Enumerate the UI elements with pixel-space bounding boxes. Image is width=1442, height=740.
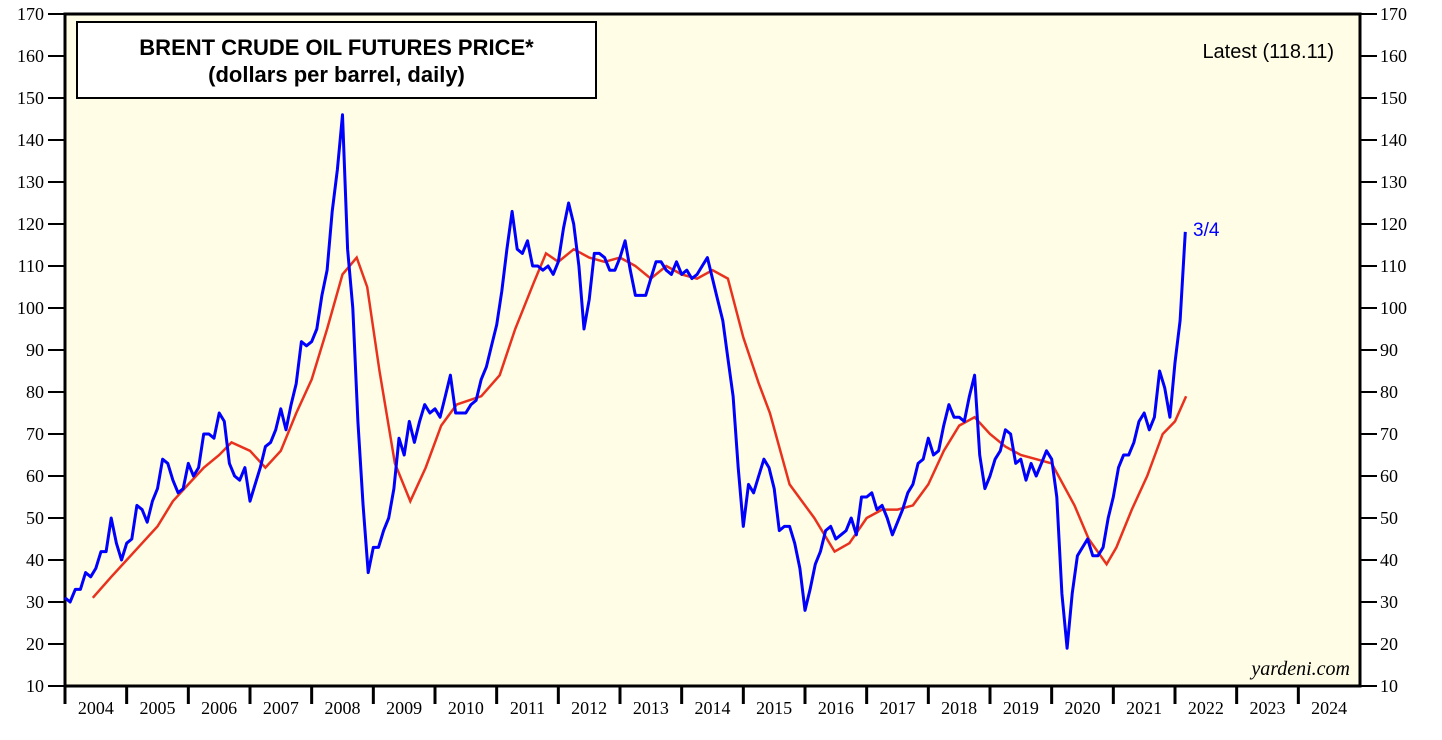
x-tick-label: 2018 [941, 698, 977, 718]
y-tick-label-left: 120 [17, 214, 44, 234]
y-tick-label-left: 170 [17, 4, 44, 24]
x-tick-label: 2012 [571, 698, 607, 718]
x-tick-label: 2004 [78, 698, 114, 718]
y-tick-label-right: 40 [1380, 550, 1398, 570]
x-tick-label: 2016 [818, 698, 854, 718]
y-tick-label-right: 160 [1380, 46, 1407, 66]
y-tick-label-left: 140 [17, 130, 44, 150]
x-tick-label: 2014 [695, 698, 731, 718]
y-tick-label-right: 90 [1380, 340, 1398, 360]
y-tick-label-left: 100 [17, 298, 44, 318]
y-tick-label-left: 150 [17, 88, 44, 108]
x-tick-label: 2017 [880, 698, 916, 718]
x-tick-label: 2006 [201, 698, 237, 718]
x-tick-label: 2021 [1126, 698, 1162, 718]
y-tick-label-left: 60 [26, 466, 44, 486]
x-tick-label: 2023 [1250, 698, 1286, 718]
y-tick-label-left: 70 [26, 424, 44, 444]
y-tick-label-right: 50 [1380, 508, 1398, 528]
y-tick-label-left: 50 [26, 508, 44, 528]
moving-average-line [91, 247, 1188, 599]
y-tick-label-right: 10 [1380, 676, 1398, 696]
y-tick-label-left: 10 [26, 676, 44, 696]
source-label: yardeni.com [1251, 658, 1350, 680]
x-tick-label: 2007 [263, 698, 299, 718]
y-tick-label-right: 100 [1380, 298, 1407, 318]
chart-subtitle: (dollars per barrel, daily) [208, 62, 465, 87]
y-tick-label-right: 120 [1380, 214, 1407, 234]
y-tick-label-right: 110 [1380, 256, 1406, 276]
price-line [64, 113, 1187, 650]
y-tick-label-left: 130 [17, 172, 44, 192]
x-tick-label: 2010 [448, 698, 484, 718]
chart-title-box: BRENT CRUDE OIL FUTURES PRICE* (dollars … [76, 21, 597, 99]
x-tick-label: 2009 [386, 698, 422, 718]
y-tick-label-right: 80 [1380, 382, 1398, 402]
y-tick-label-left: 110 [18, 256, 44, 276]
x-tick-label: 2020 [1065, 698, 1101, 718]
latest-value-label: Latest (118.11) [1202, 41, 1334, 63]
x-tick-label: 2015 [756, 698, 792, 718]
y-tick-label-right: 70 [1380, 424, 1398, 444]
y-tick-label-left: 90 [26, 340, 44, 360]
x-tick-label: 2011 [510, 698, 545, 718]
plot-area [63, 12, 1362, 688]
x-tick-label: 2013 [633, 698, 669, 718]
y-tick-label-right: 150 [1380, 88, 1407, 108]
y-tick-label-right: 60 [1380, 466, 1398, 486]
y-tick-label-right: 20 [1380, 634, 1398, 654]
y-tick-label-right: 170 [1380, 4, 1407, 24]
y-tick-label-left: 80 [26, 382, 44, 402]
x-tick-label: 2024 [1311, 698, 1347, 718]
y-tick-label-right: 30 [1380, 592, 1398, 612]
y-tick-label-right: 140 [1380, 130, 1407, 150]
x-tick-label: 2019 [1003, 698, 1039, 718]
end-date-label: 3/4 [1193, 220, 1220, 241]
y-tick-label-left: 30 [26, 592, 44, 612]
x-tick-label: 2022 [1188, 698, 1224, 718]
y-tick-label-left: 40 [26, 550, 44, 570]
y-tick-label-left: 160 [17, 46, 44, 66]
y-tick-label-left: 20 [26, 634, 44, 654]
x-tick-label: 2005 [140, 698, 176, 718]
x-tick-label: 2008 [325, 698, 361, 718]
chart-title: BRENT CRUDE OIL FUTURES PRICE* [139, 35, 534, 60]
y-tick-label-right: 130 [1380, 172, 1407, 192]
